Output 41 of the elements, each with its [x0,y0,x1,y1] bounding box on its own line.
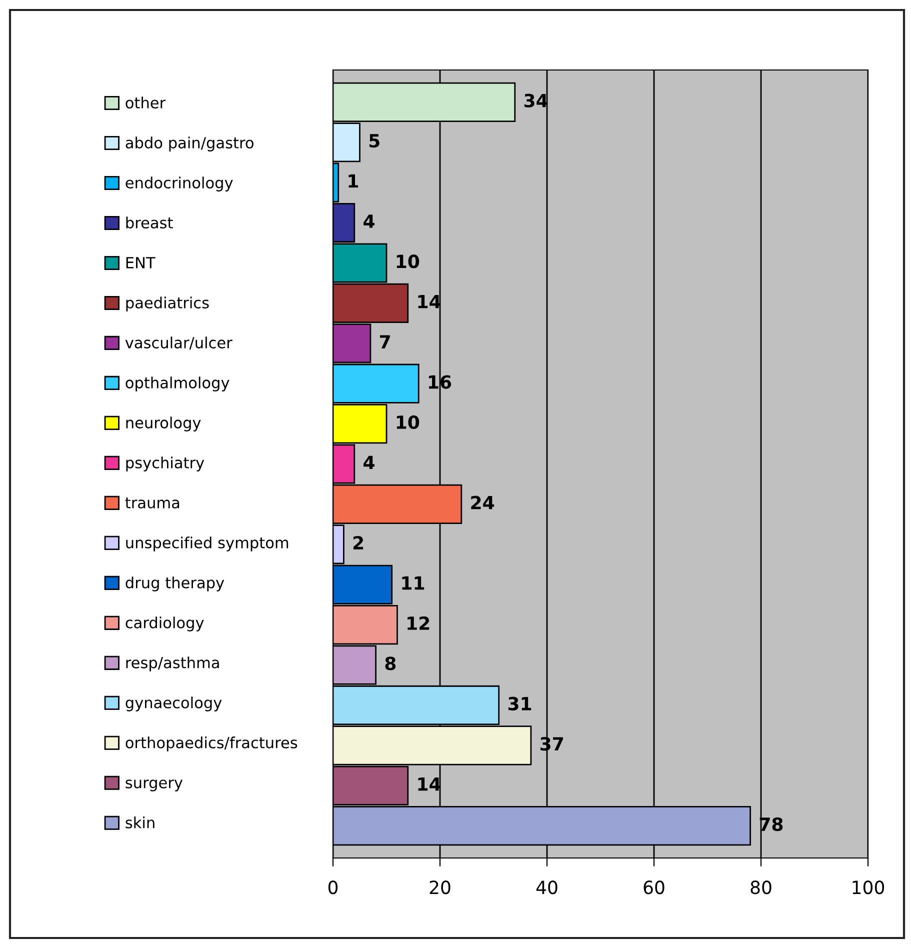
legend-label: other [126,96,166,108]
x-tick-label: 100 [852,880,884,894]
legend-label: ENT [126,257,156,268]
data-label: 4 [364,456,374,469]
data-label: 12 [408,616,430,630]
legend-label: surgery [126,780,183,792]
data-label: 10 [396,254,420,268]
data-label: 24 [471,496,494,510]
data-label: 14 [418,295,441,308]
data-label: 34 [524,94,548,108]
data-label: 10 [396,415,420,430]
legend-label: breast [126,216,173,228]
legend-label: vascular/ulcer [125,336,232,350]
data-label: 2 [353,536,364,550]
legend-label: psychiatry [126,456,204,472]
legend-label: gynaecology [126,696,222,712]
data-label: 11 [402,576,424,590]
data-label: 8 [385,656,396,670]
legend-label: skin [126,816,154,828]
data-label: 31 [508,696,532,710]
data-label: 7 [380,335,390,348]
data-label: 4 [364,214,374,228]
x-tick-label: 0 [328,880,338,894]
legend-label: orthopaedics/fractures [126,736,298,752]
legend-label: opthalmology [126,376,230,392]
legend-label: unspecified symptom [126,536,288,552]
legend-label: neurology [126,416,201,432]
data-label: 1 [348,174,358,188]
legend-label: abdo pain/gastro [126,136,254,152]
data-label: 5 [369,134,380,148]
x-tick-label: 20 [430,880,450,894]
legend-label: drug therapy [126,576,224,592]
x-tick-label: 60 [644,880,664,894]
data-label: 14 [418,777,441,791]
x-tick-label: 40 [536,880,558,894]
legend-label: paediatrics [126,296,209,312]
legend-label: cardiology [126,616,204,632]
x-tick-label: 80 [750,880,772,894]
legend-label: trauma [125,497,180,508]
legend-label: resp/asthma [126,656,219,672]
legend-label: endocrinology [126,176,233,192]
